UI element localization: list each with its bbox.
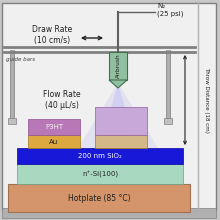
Text: Hotplate (85 °C): Hotplate (85 °C): [68, 194, 130, 202]
Text: Airbrush: Airbrush: [116, 54, 121, 78]
Polygon shape: [78, 83, 158, 148]
Polygon shape: [109, 80, 127, 88]
Bar: [2, 208, 216, 218]
Text: Au: Au: [49, 139, 59, 145]
Polygon shape: [100, 83, 136, 148]
Text: Flow Rate
(40 μL/s): Flow Rate (40 μL/s): [43, 90, 81, 110]
Bar: [17, 164, 183, 184]
Text: N₂
(25 psi): N₂ (25 psi): [157, 3, 183, 17]
Text: Draw Rate
(10 cm/s): Draw Rate (10 cm/s): [32, 25, 72, 45]
Text: guide bars: guide bars: [6, 57, 35, 62]
Bar: [95, 135, 147, 148]
Bar: [8, 184, 190, 212]
Text: 200 nm SiO₂: 200 nm SiO₂: [78, 153, 122, 159]
Bar: [28, 135, 80, 148]
Bar: [28, 119, 80, 135]
Bar: [164, 118, 172, 124]
Bar: [8, 118, 16, 124]
Text: n⁺-Si(100): n⁺-Si(100): [82, 170, 118, 178]
Bar: [17, 148, 183, 164]
Text: Throw Distance (18 cm): Throw Distance (18 cm): [205, 67, 209, 133]
Text: P3HT: P3HT: [45, 124, 63, 130]
Bar: [95, 107, 147, 135]
Bar: [109, 52, 127, 80]
